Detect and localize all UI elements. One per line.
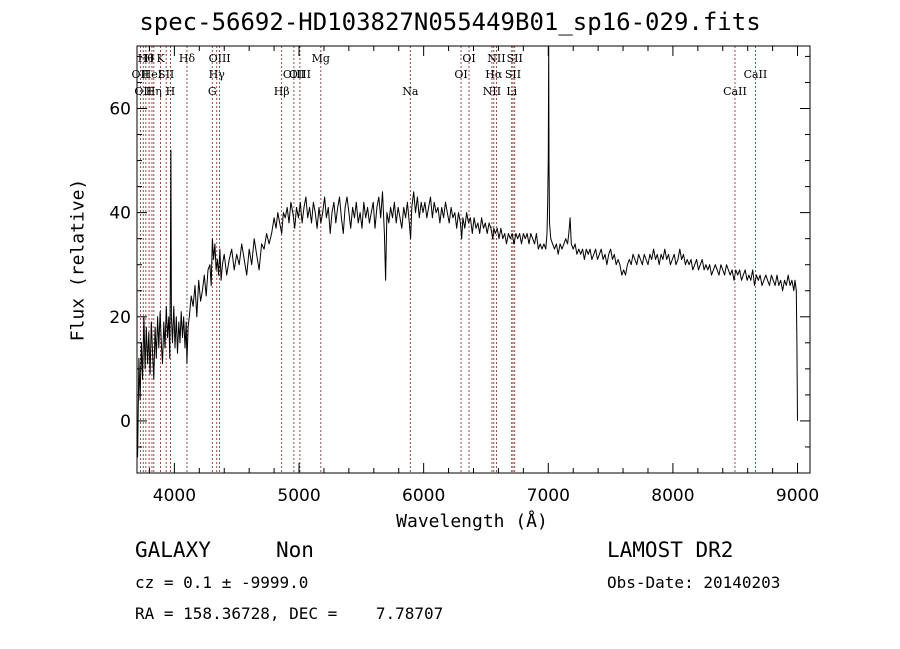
object-subclass: Non bbox=[276, 538, 314, 562]
marker-label-15: OIII bbox=[289, 68, 311, 81]
y-axis-label: Flux (relative) bbox=[67, 178, 89, 342]
marker-label-16: Mg bbox=[312, 52, 330, 65]
marker-label-8: H bbox=[166, 85, 176, 98]
marker-label-18: OI bbox=[454, 68, 467, 81]
coordinates-text: RA = 158.36728, DEC = 7.78707 bbox=[135, 604, 444, 623]
marker-labels: OIIOIIHθHHeIHηKSIIHHδGHγOIIIHβOIIIOIIIMg… bbox=[132, 52, 768, 98]
marker-label-23: Li bbox=[506, 85, 517, 98]
marker-label-9: Hδ bbox=[179, 52, 196, 65]
spectrum-line-0 bbox=[137, 45, 798, 458]
marker-label-26: CaII bbox=[723, 85, 747, 98]
marker-label-2: Hθ bbox=[138, 52, 155, 65]
marker-label-7: SII bbox=[158, 68, 174, 81]
object-class: GALAXY bbox=[135, 538, 211, 562]
redshift-text: cz = 0.1 ± -9999.0 bbox=[135, 573, 309, 592]
marker-label-6: K bbox=[156, 52, 165, 65]
y-tick-label-2: 40 bbox=[109, 204, 131, 224]
axes: 4000 5000 6000 7000 8000 9000 0 20 40 60 bbox=[109, 46, 819, 506]
marker-label-20: NII bbox=[483, 85, 501, 98]
marker-label-17: Na bbox=[402, 85, 419, 98]
marker-label-21: Hα bbox=[485, 68, 503, 81]
marker-label-3: H bbox=[144, 52, 154, 65]
y-tick-label-3: 60 bbox=[109, 99, 131, 119]
x-tick-label-2: 6000 bbox=[402, 486, 445, 506]
marker-label-13: Hβ bbox=[274, 85, 290, 98]
marker-label-24: SII bbox=[505, 68, 521, 81]
observation-date: Obs-Date: 20140203 bbox=[607, 573, 781, 592]
marker-label-12: OIII bbox=[209, 52, 231, 65]
x-axis-label: Wavelength (Å) bbox=[396, 511, 548, 532]
marker-label-22: NII bbox=[487, 52, 505, 65]
marker-label-27: CaII bbox=[744, 68, 768, 81]
survey-name: LAMOST DR2 bbox=[607, 538, 734, 562]
marker-label-4: HeI bbox=[142, 68, 162, 81]
marker-label-11: Hγ bbox=[209, 68, 226, 81]
marker-label-1: OII bbox=[134, 85, 152, 98]
marker-label-14: OIII bbox=[283, 68, 305, 81]
y-tick-label-0: 0 bbox=[120, 412, 131, 432]
x-tick-label-4: 8000 bbox=[651, 486, 694, 506]
marker-label-0: OII bbox=[132, 68, 150, 81]
y-tick-label-1: 20 bbox=[109, 308, 131, 328]
x-tick-label-3: 7000 bbox=[527, 486, 570, 506]
x-tick-label-1: 5000 bbox=[277, 486, 320, 506]
x-tick-label-0: 4000 bbox=[153, 486, 196, 506]
chart-title: spec-56692-HD103827N055449B01_sp16-029.f… bbox=[139, 8, 761, 36]
marker-label-5: Hη bbox=[146, 85, 162, 98]
marker-label-25: SII bbox=[507, 52, 523, 65]
marker-label-19: OI bbox=[462, 52, 475, 65]
spectrum-series bbox=[137, 45, 798, 458]
x-tick-label-5: 9000 bbox=[776, 486, 819, 506]
marker-label-10: G bbox=[208, 85, 217, 98]
